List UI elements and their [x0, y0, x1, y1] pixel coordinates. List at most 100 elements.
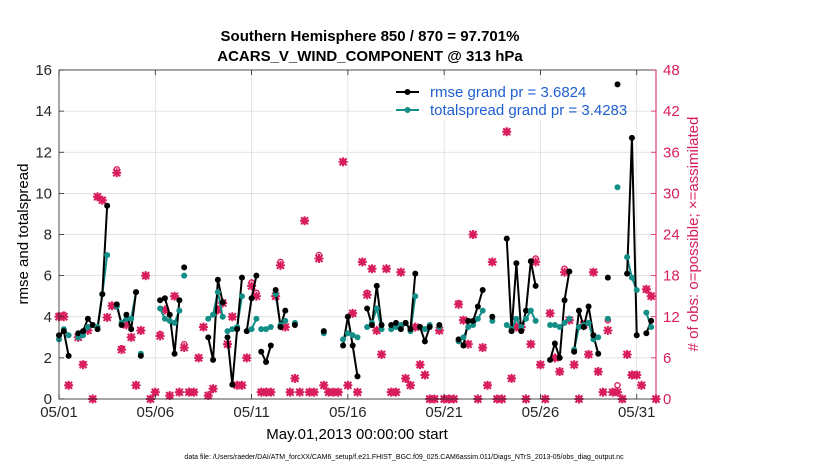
totalspread-point: [258, 326, 265, 333]
obs-assimilated-marker: [300, 216, 310, 226]
legend-background: [393, 80, 569, 120]
y-tick-label-right: 18: [663, 268, 680, 285]
rmse-point: [628, 134, 635, 141]
obs-assimilated-marker: [242, 353, 252, 363]
totalspread-point: [128, 315, 135, 322]
rmse-point: [518, 328, 525, 335]
totalspread-point: [238, 293, 245, 300]
obs-assimilated-marker: [174, 387, 184, 397]
rmse-point: [571, 348, 578, 355]
totalspread-point: [373, 305, 380, 312]
rmse-point: [373, 282, 380, 289]
rmse-point: [267, 342, 274, 349]
obs-assimilated-marker: [266, 387, 276, 397]
rmse-point: [224, 334, 231, 341]
totalspread-point: [474, 315, 481, 322]
totalspread-point: [551, 321, 558, 328]
totalspread-point: [489, 317, 496, 324]
rmse-point: [580, 324, 587, 331]
rmse-point: [137, 352, 144, 359]
y-tick-label-left: 2: [44, 350, 52, 367]
totalspread-point: [460, 334, 467, 341]
totalspread-point: [388, 326, 395, 333]
obs-assimilated-marker: [64, 380, 74, 390]
rmse-point: [229, 381, 236, 388]
totalspread-point: [527, 307, 534, 314]
rmse-point: [397, 326, 404, 333]
totalspread-point: [566, 315, 573, 322]
totalspread-point: [214, 289, 221, 296]
totalspread-point: [397, 321, 404, 328]
legend-spread-marker: [404, 107, 411, 113]
y-tick-label-right: 30: [663, 185, 680, 202]
obs-assimilated-marker: [319, 380, 329, 390]
obs-assimilated-marker: [637, 380, 647, 390]
rmse-point: [421, 338, 428, 345]
totalspread-point: [229, 326, 236, 333]
totalspread-point: [648, 324, 655, 331]
rmse-point: [157, 297, 164, 304]
totalspread-point: [393, 324, 400, 331]
obs-assimilated-marker: [194, 353, 204, 363]
series-layer: [56, 81, 655, 388]
totalspread-point: [470, 321, 477, 328]
y-tick-label-right: 6: [663, 350, 671, 367]
obs-assimilated-marker: [391, 387, 401, 397]
totalspread-point: [181, 272, 188, 279]
totalspread-point: [224, 328, 231, 335]
totalspread-point: [354, 334, 361, 341]
totalspread-point: [547, 321, 554, 328]
obs-assimilated-marker: [507, 373, 517, 383]
rmse-point: [556, 354, 563, 361]
obs-assimilated-marker: [309, 387, 319, 397]
rmse-point: [210, 356, 217, 363]
rmse-point: [60, 328, 67, 335]
y-tick-label-left: 10: [35, 185, 52, 202]
rmse-point: [128, 326, 135, 333]
totalspread-point: [513, 315, 520, 322]
obs-assimilated-marker: [208, 384, 218, 394]
totalspread-point: [523, 315, 530, 322]
totalspread-point: [267, 324, 274, 331]
totalspread-point: [561, 319, 568, 326]
totalspread-point: [349, 332, 356, 339]
rmse-point: [99, 291, 106, 298]
obs-assimilated-marker: [112, 168, 122, 178]
rmse-point: [253, 272, 260, 279]
totalspread-point: [263, 326, 270, 333]
rmse-point: [123, 311, 130, 318]
rmse-point: [513, 260, 520, 267]
rmse-point: [561, 297, 568, 304]
rmse-point: [272, 287, 279, 294]
rmse-point: [595, 350, 602, 357]
rmse-point: [104, 202, 111, 209]
totalspread-point: [248, 326, 255, 333]
rmse-point: [412, 270, 419, 277]
obs-assimilated-marker: [136, 325, 146, 335]
obs-assimilated-marker: [117, 345, 127, 355]
obs-assimilated-marker: [584, 349, 594, 359]
rmse-point: [364, 305, 371, 312]
totalspread-point: [75, 334, 82, 341]
totalspread-point: [364, 324, 371, 331]
totalspread-point: [556, 324, 563, 331]
rmse-point: [340, 342, 347, 349]
totalspread-point: [253, 315, 260, 322]
x-tick-label: 05/16: [329, 404, 367, 421]
rmse-point: [263, 358, 270, 365]
obs-assimilated-marker: [632, 370, 642, 380]
obs-assimilated-marker: [468, 230, 478, 239]
totalspread-point: [344, 330, 351, 337]
totalspread-point: [628, 274, 635, 281]
x-axis-label: May.01,2013 00:00:00 start: [266, 426, 448, 443]
totalspread-point: [65, 332, 72, 339]
obs-assimilated-marker: [165, 391, 175, 401]
totalspread-point: [157, 305, 164, 312]
totalspread-point: [123, 315, 130, 322]
obs-assimilated-marker: [189, 387, 199, 397]
y-tick-label-right: 42: [663, 103, 680, 120]
rmse-point: [238, 274, 245, 281]
rmse-point: [479, 287, 486, 294]
